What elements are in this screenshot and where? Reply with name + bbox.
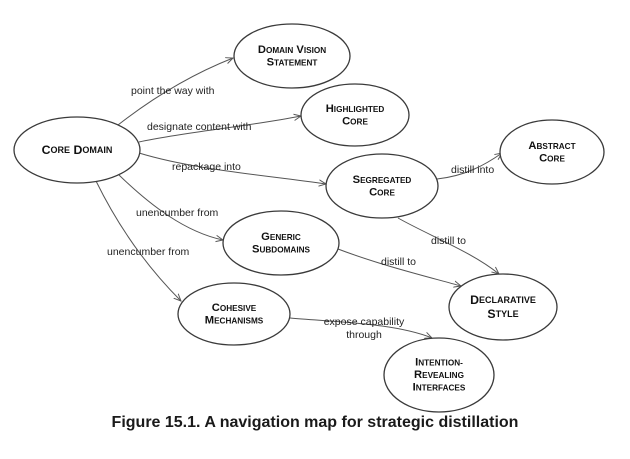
- node-label: INTENTION-: [415, 357, 463, 369]
- node-label: STYLE: [487, 307, 518, 321]
- edge-label-distill-to-segregated: distill to: [431, 235, 466, 247]
- edge-repackage-into: [138, 152, 326, 184]
- node-label: SEGREGATED: [353, 174, 412, 186]
- node-label: CORE: [369, 186, 395, 198]
- edge-label-designate-content: designate content with: [147, 121, 252, 133]
- node-ellipse: [13, 116, 141, 184]
- node-label: CORE DOMAIN: [42, 143, 113, 157]
- edge-label-point-the-way: point the way with: [131, 85, 215, 97]
- node-ellipse: [383, 337, 495, 413]
- edge-distill-to-segregated: [397, 217, 499, 274]
- node-label: DOMAIN VISION: [258, 44, 326, 56]
- edge-labels-layer: point the way with designate content with…: [107, 85, 494, 341]
- node-label: ABSTRACT: [528, 140, 575, 152]
- edge-label-distill-to-generic: distill to: [381, 256, 416, 268]
- node-ellipse: [233, 23, 351, 89]
- node-label: COHESIVE: [212, 302, 257, 314]
- node-label: HIGHLIGHTED: [326, 103, 385, 115]
- node-label: INTERFACES: [413, 382, 466, 394]
- edge-expose-capability: [289, 317, 432, 338]
- edge-distill-into: [436, 153, 502, 180]
- edge-label-expose-capability: through: [346, 329, 382, 341]
- node-label: DECLARATIVE: [470, 293, 536, 307]
- node-label: STATEMENT: [267, 56, 318, 68]
- node-label: CORE: [539, 152, 565, 164]
- node-label: REVEALING: [414, 369, 464, 381]
- edge-unencumber-from-cohesive: [95, 180, 181, 301]
- edge-label-unencumber-from-cohesive: unencumber from: [107, 246, 190, 258]
- edge-designate-content: [138, 116, 301, 143]
- edge-label-distill-into: distill into: [451, 164, 494, 176]
- node-ellipse: [325, 153, 439, 219]
- node-core-domain: CORE DOMAIN: [13, 116, 141, 184]
- figure-caption: Figure 15.1. A navigation map for strate…: [111, 414, 519, 431]
- edge-distill-to-generic: [337, 248, 461, 286]
- node-label: SUBDOMAINS: [252, 243, 310, 255]
- edge-label-expose-capability: expose capability: [324, 316, 405, 328]
- edges-layer: [95, 58, 502, 338]
- node-ellipse: [222, 210, 340, 276]
- node-label: MECHANISMS: [205, 314, 264, 326]
- node-label: CORE: [342, 115, 368, 127]
- edge-point-the-way: [117, 58, 233, 126]
- edge-unencumber-from-generic: [118, 174, 223, 240]
- node-ellipse: [499, 119, 605, 185]
- edge-label-repackage-into: repackage into: [172, 161, 241, 173]
- node-label: GENERIC: [261, 231, 301, 243]
- node-ellipse: [300, 83, 410, 147]
- node-ellipse: [177, 282, 291, 346]
- edge-label-unencumber-from-generic: unencumber from: [136, 207, 219, 219]
- node-ellipse: [448, 273, 558, 341]
